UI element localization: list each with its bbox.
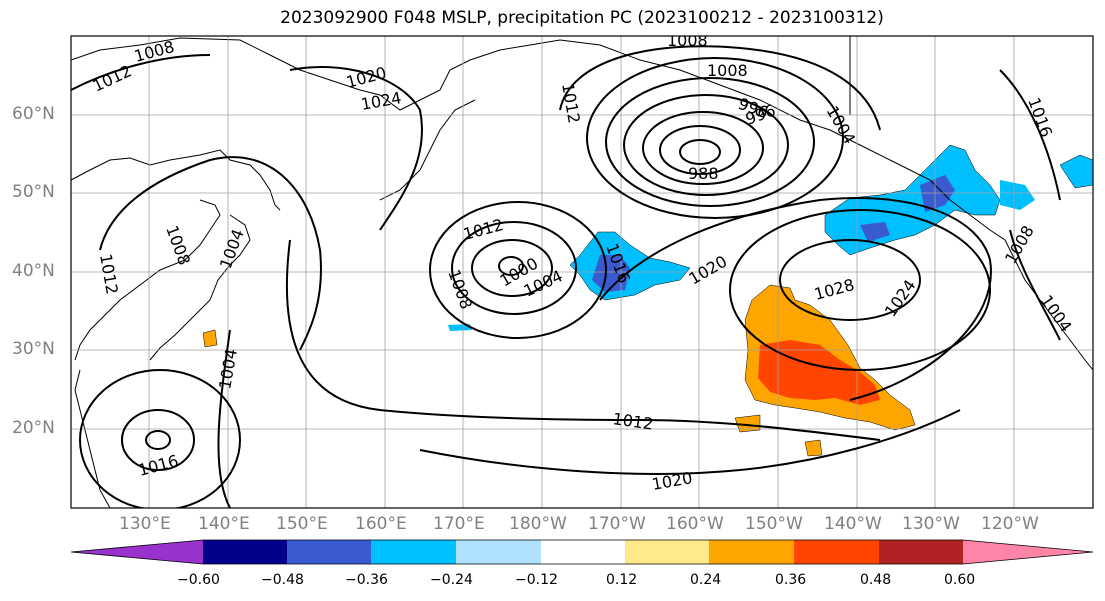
lat-label: 30°N (12, 339, 55, 359)
lon-label: 150°W (745, 514, 803, 534)
lon-label: 140°E (198, 514, 250, 534)
colorbar (70, 539, 1094, 565)
map-title: 2023092900 F048 MSLP, precipitation PC (… (280, 8, 884, 28)
lon-label: 140°W (824, 514, 882, 534)
colorbar-tick-label: −0.24 (430, 572, 473, 588)
contour-label: 988 (688, 164, 719, 183)
colorbar-extend-high (963, 540, 1093, 564)
colorbar-tick-label: 0.36 (775, 572, 807, 588)
colorbar-tick-label: −0.48 (261, 572, 304, 588)
isobars (71, 45, 1061, 508)
colorbar-segment (203, 540, 287, 564)
colorbar-segment (879, 540, 963, 564)
colorbar-tick-label: 0.24 (690, 572, 722, 588)
colorbar-tick-label: −0.60 (177, 572, 220, 588)
colorbar-segment (625, 540, 709, 564)
contour-label: 1008 (667, 31, 708, 50)
colorbar-tick-label: −0.12 (515, 572, 558, 588)
colorbar-segment (371, 540, 456, 564)
colorbar-segment (794, 540, 879, 564)
lon-label: 130°E (119, 514, 171, 534)
lon-label: 130°W (902, 514, 960, 534)
lon-label: 170°E (433, 514, 485, 534)
lon-label: 150°E (276, 514, 328, 534)
colorbar-segment (456, 540, 541, 564)
contour-label: 1008 (707, 61, 748, 80)
map-frame (70, 35, 1094, 509)
colorbar-segment (541, 540, 625, 564)
gridlines (71, 36, 1093, 508)
lon-label: 180°W (509, 514, 567, 534)
lat-label: 50°N (12, 182, 55, 202)
colorbar-tick-label: 0.12 (606, 572, 638, 588)
colorbar-segment (287, 540, 371, 564)
colorbar-extend-low (71, 540, 203, 564)
colorbar-segment (709, 540, 794, 564)
lon-label: 170°W (588, 514, 646, 534)
colorbar-tick-label: 0.60 (944, 572, 976, 588)
colorbar-tick-label: 0.48 (860, 572, 892, 588)
colorbar-tick-label: −0.36 (345, 572, 388, 588)
lat-label: 40°N (12, 261, 55, 281)
lon-label: 160°E (355, 514, 407, 534)
lon-label: 160°W (666, 514, 724, 534)
lon-label: 120°W (981, 514, 1039, 534)
lat-label: 60°N (12, 104, 55, 124)
lat-label: 20°N (12, 418, 55, 438)
